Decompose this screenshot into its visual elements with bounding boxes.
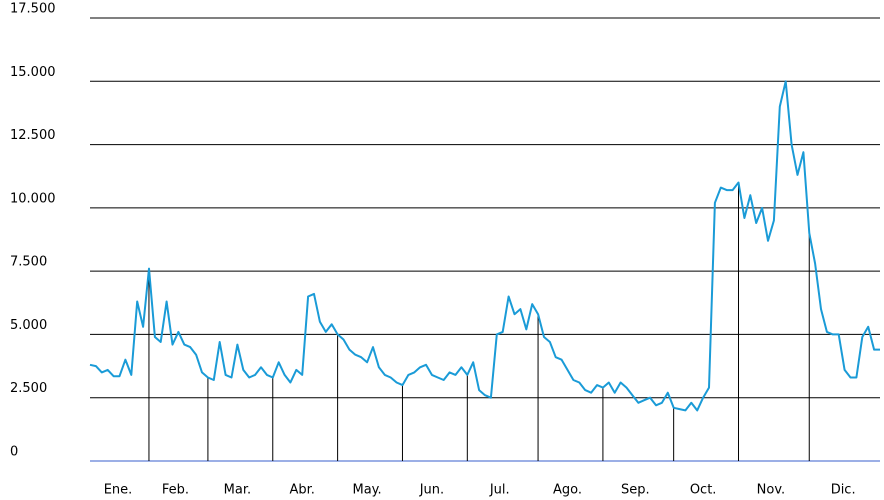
x-tick-label: Jun. — [419, 483, 444, 498]
line — [89, 80, 880, 412]
x-tick-label: Feb. — [162, 483, 189, 498]
y-tick-label: 0 — [10, 445, 18, 460]
x-tick-label: Nov. — [757, 483, 786, 498]
y-tick-label: 17.500 — [10, 2, 56, 17]
y-tick-label: 12.500 — [10, 128, 56, 143]
x-tick-label: Abr. — [290, 483, 315, 498]
y-tick-label: 7.500 — [10, 255, 47, 270]
y-tick-label: 10.000 — [10, 191, 56, 206]
y-tick-label: 2.500 — [10, 381, 47, 396]
x-tick-label: Mar. — [224, 483, 251, 498]
x-tick-label: Ago. — [553, 483, 582, 498]
x-tick-label: Oct. — [690, 483, 717, 498]
x-tick-label: Dic. — [831, 483, 856, 498]
x-tick-label: Ene. — [104, 483, 133, 498]
y-tick-label: 15.000 — [10, 65, 56, 80]
x-tick-label: Sep. — [621, 483, 650, 498]
x-tick-label: May. — [353, 483, 382, 498]
y-tick-label: 5.000 — [10, 318, 47, 333]
x-tick-label: Jul. — [489, 483, 510, 498]
